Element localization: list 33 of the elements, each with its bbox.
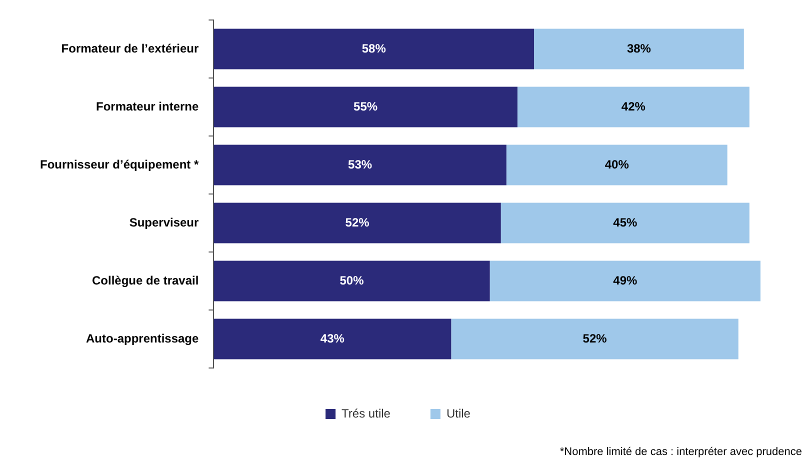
legend-label: Trés utile bbox=[342, 406, 391, 420]
y-tick-label: Fournisseur d’équipement * bbox=[40, 157, 200, 172]
y-tick-label: Formateur interne bbox=[96, 99, 200, 114]
bar bbox=[517, 86, 750, 128]
data-label: 49% bbox=[613, 273, 638, 288]
bar bbox=[534, 28, 744, 70]
data-label: 38% bbox=[626, 41, 652, 56]
bar bbox=[506, 144, 728, 186]
data-label: 40% bbox=[604, 157, 630, 172]
y-tick-label: Collègue de travail bbox=[92, 273, 199, 288]
data-label: 50% bbox=[340, 273, 364, 288]
data-label: 58% bbox=[362, 41, 386, 56]
y-tick-label: Superviseur bbox=[129, 215, 200, 230]
legend-label: Utile bbox=[446, 406, 471, 420]
bar bbox=[500, 202, 750, 244]
data-label: 42% bbox=[621, 99, 646, 114]
bar bbox=[490, 260, 760, 302]
text: *Nombre limité de cas : interpréter avec prudence bbox=[560, 446, 802, 458]
data-label: 53% bbox=[348, 157, 372, 172]
data-label: 55% bbox=[354, 99, 378, 114]
bar bbox=[451, 318, 738, 360]
y-tick-label: Auto-apprentissage bbox=[86, 331, 200, 346]
data-label: 45% bbox=[613, 215, 638, 230]
bar bbox=[214, 260, 490, 302]
data-label: 52% bbox=[582, 331, 608, 346]
bar bbox=[214, 202, 501, 244]
bar bbox=[214, 28, 534, 70]
data-label: 52% bbox=[345, 215, 370, 230]
bar bbox=[214, 144, 506, 186]
y-tick-label: Formateur de l’extérieur bbox=[61, 41, 200, 56]
bar bbox=[214, 86, 518, 128]
bar bbox=[214, 318, 452, 360]
data-label: 43% bbox=[320, 331, 345, 346]
